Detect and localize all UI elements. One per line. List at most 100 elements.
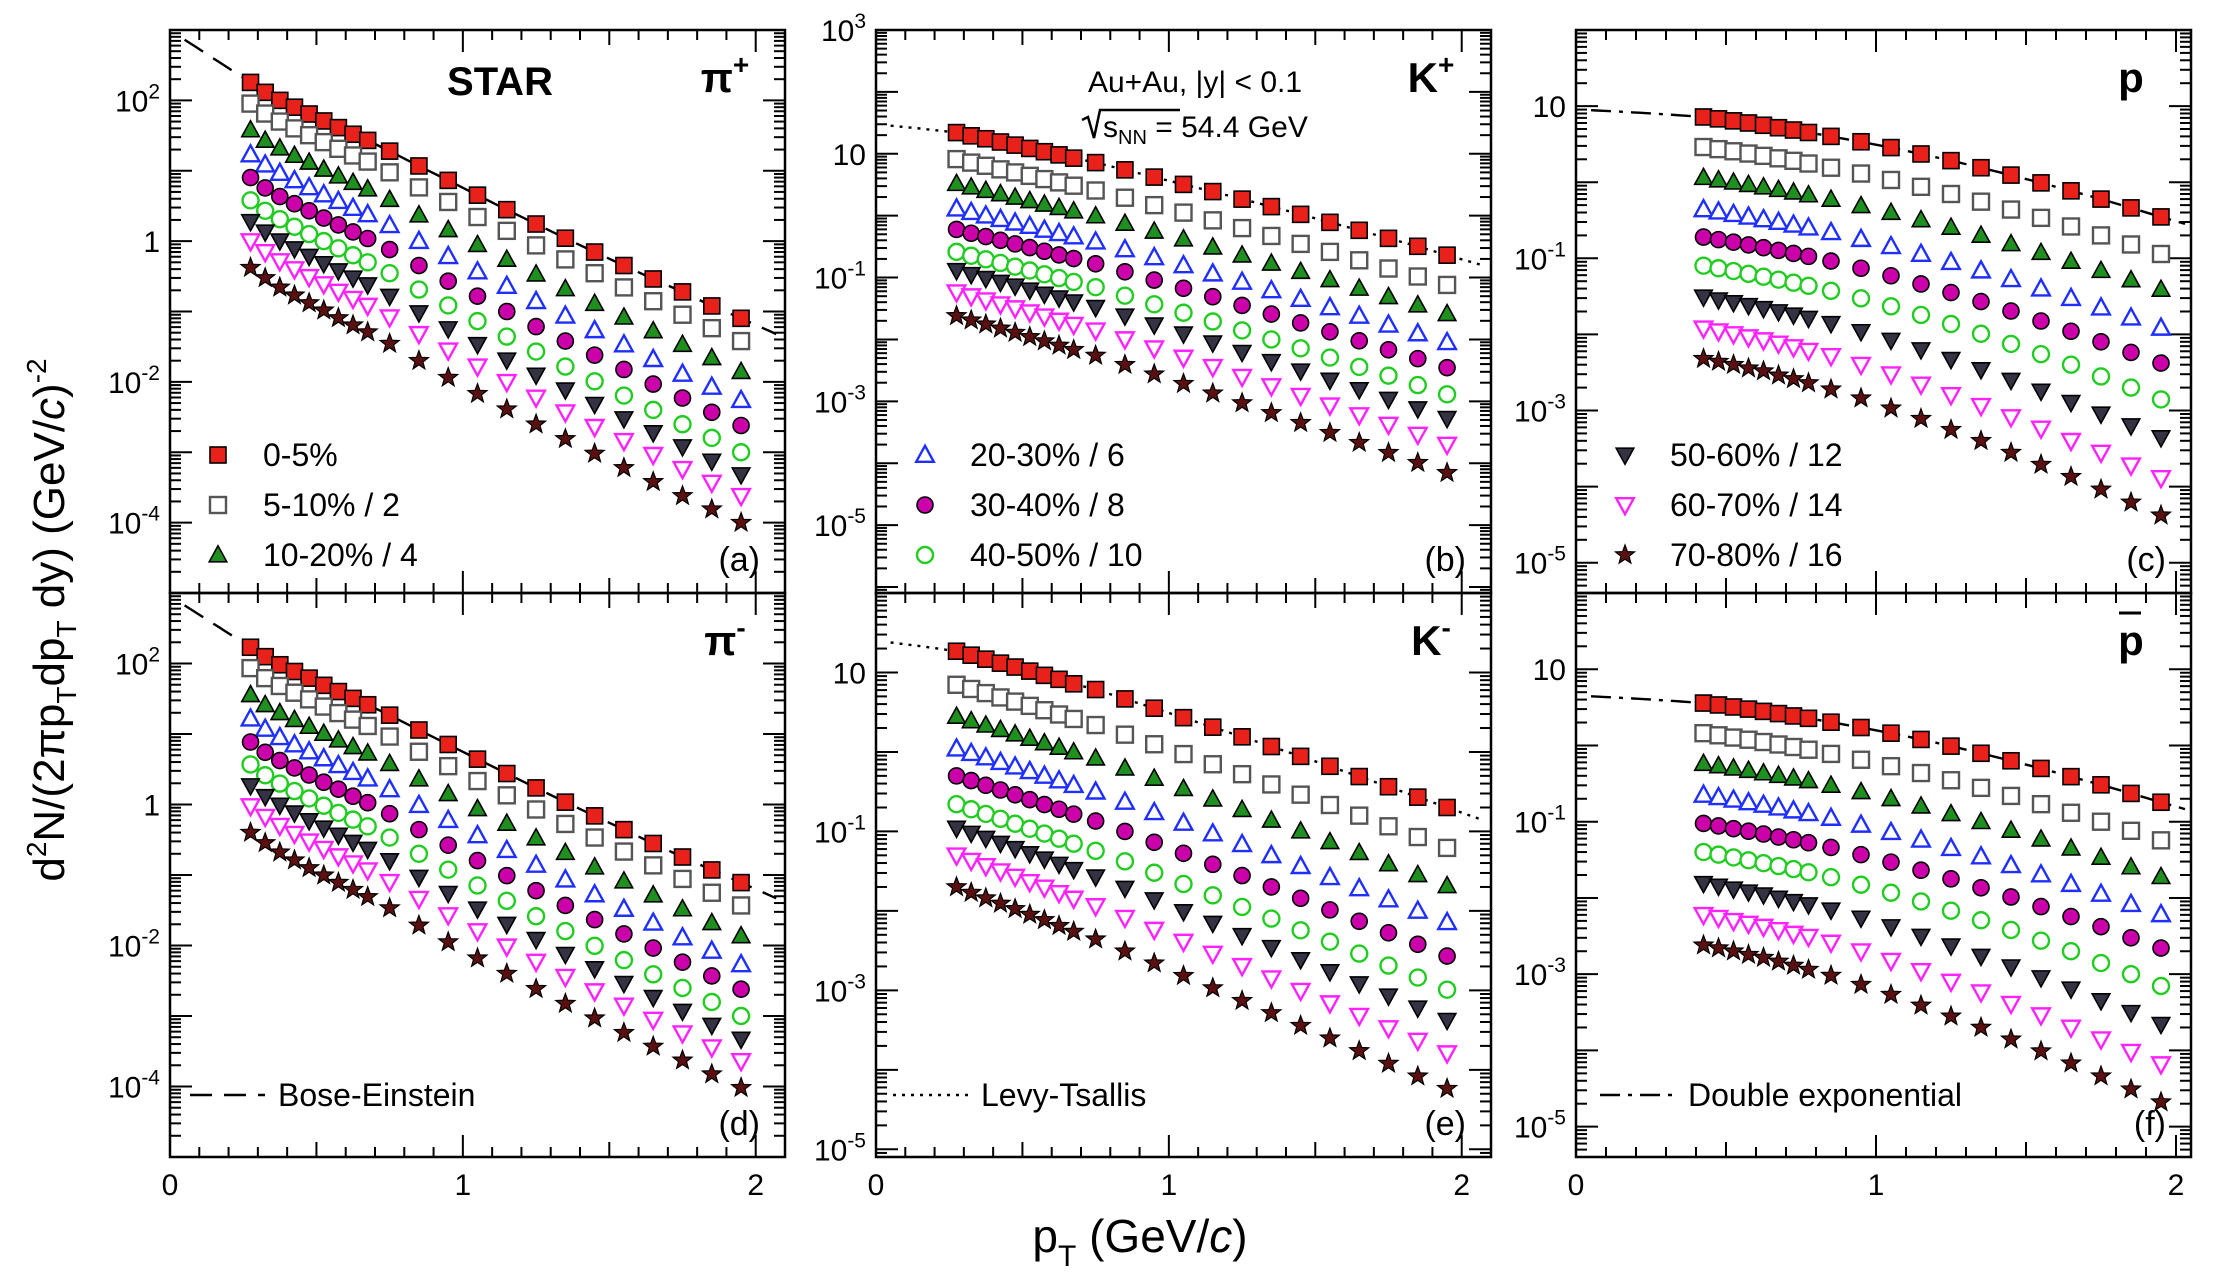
data-point (328, 165, 349, 184)
data-point (1709, 110, 1728, 128)
data-point (1019, 727, 1040, 747)
data-point (1970, 361, 1992, 381)
data-point (1753, 176, 1774, 195)
data-point (1707, 785, 1730, 806)
data-point (437, 365, 460, 388)
data-point (2002, 751, 2020, 770)
data-point (1321, 322, 1339, 341)
data-point (357, 178, 378, 197)
data-point (2152, 208, 2170, 226)
data-point (313, 158, 334, 177)
data-point (1724, 848, 1743, 867)
data-point (1754, 238, 1773, 257)
data-point (1064, 709, 1083, 729)
data-point (1882, 853, 1900, 871)
data-point (1408, 968, 1427, 987)
data-point (525, 289, 547, 310)
data-point (1820, 315, 1842, 335)
data-point (527, 881, 545, 900)
data-point (672, 898, 693, 917)
data-point (1752, 793, 1775, 813)
data-point (1435, 1076, 1459, 1099)
data-point (438, 885, 459, 905)
data-point (2090, 259, 2112, 279)
data-point (1289, 1013, 1312, 1036)
y-axis-title: d2N/(2πpTdpT dy) (GeV/c)-2 (21, 358, 82, 881)
data-point (1798, 310, 1819, 330)
data-point (1910, 795, 1932, 814)
data-point (1879, 396, 1903, 418)
data-point (1939, 1004, 1963, 1026)
data-point (1321, 901, 1339, 919)
data-point (1406, 1064, 1429, 1086)
data-point (1064, 149, 1083, 167)
data-point (2000, 819, 2022, 838)
data-point (990, 835, 1011, 855)
series-0-5- (241, 638, 750, 892)
data-point (269, 701, 290, 721)
data-point (1709, 696, 1728, 714)
data-point (1114, 880, 1136, 900)
data-point (1064, 176, 1083, 195)
data-point (2090, 1031, 2112, 1051)
series-0-5- (241, 73, 750, 328)
data-point (585, 828, 604, 847)
data-point (1882, 138, 1900, 157)
data-point (1784, 707, 1803, 725)
data-point (466, 946, 489, 968)
data-point (1909, 406, 1933, 429)
data-point (1020, 790, 1039, 809)
data-point (1819, 377, 1843, 399)
data-point (1971, 324, 1991, 343)
data-point (380, 264, 399, 283)
data-point (947, 767, 966, 785)
data-point (1261, 353, 1282, 373)
data-point (1737, 790, 1760, 811)
data-point (2092, 332, 2110, 351)
data-point (468, 207, 487, 227)
data-point (1262, 226, 1281, 246)
data-point (410, 721, 428, 739)
data-point (989, 891, 1012, 914)
series-20-30-6 (1692, 783, 2172, 923)
data-point (555, 841, 576, 861)
data-point (527, 215, 545, 233)
data-point (556, 332, 575, 350)
data-point (254, 152, 277, 173)
data-point (1233, 866, 1251, 885)
data-point (439, 171, 458, 190)
legend-marker (915, 545, 935, 565)
data-point (1851, 164, 1871, 183)
data-point (1145, 195, 1164, 215)
data-point (1378, 391, 1399, 411)
data-point (269, 137, 290, 156)
data-point (1201, 945, 1224, 966)
data-point (1769, 735, 1788, 754)
data-point (2122, 784, 2140, 803)
data-point (1752, 332, 1775, 352)
data-point (585, 372, 604, 391)
data-point (1784, 121, 1803, 139)
data-point (1709, 845, 1728, 864)
data-point (1004, 211, 1026, 231)
x-axis-title: pT (GeV/c) (1032, 1210, 1247, 1273)
series-70-80-16 (239, 820, 753, 1098)
data-point (2090, 444, 2112, 465)
data-point (1084, 229, 1107, 250)
particle-label: K+ (1408, 49, 1455, 101)
data-point (1172, 371, 1195, 394)
data-point (1850, 227, 1872, 248)
data-point (1233, 296, 1251, 315)
data-point (1202, 915, 1223, 935)
data-point (554, 304, 577, 324)
data-point (1379, 341, 1398, 359)
data-point (989, 207, 1012, 228)
data-point (2150, 1016, 2172, 1036)
y-tick-label: 1 (143, 790, 160, 823)
data-point (1754, 146, 1773, 166)
data-point (1114, 790, 1136, 810)
series-10-20-4 (1693, 166, 2172, 298)
data-point (1349, 841, 1370, 861)
series-40-50-10 (1694, 256, 2171, 409)
data-point (1172, 253, 1195, 274)
